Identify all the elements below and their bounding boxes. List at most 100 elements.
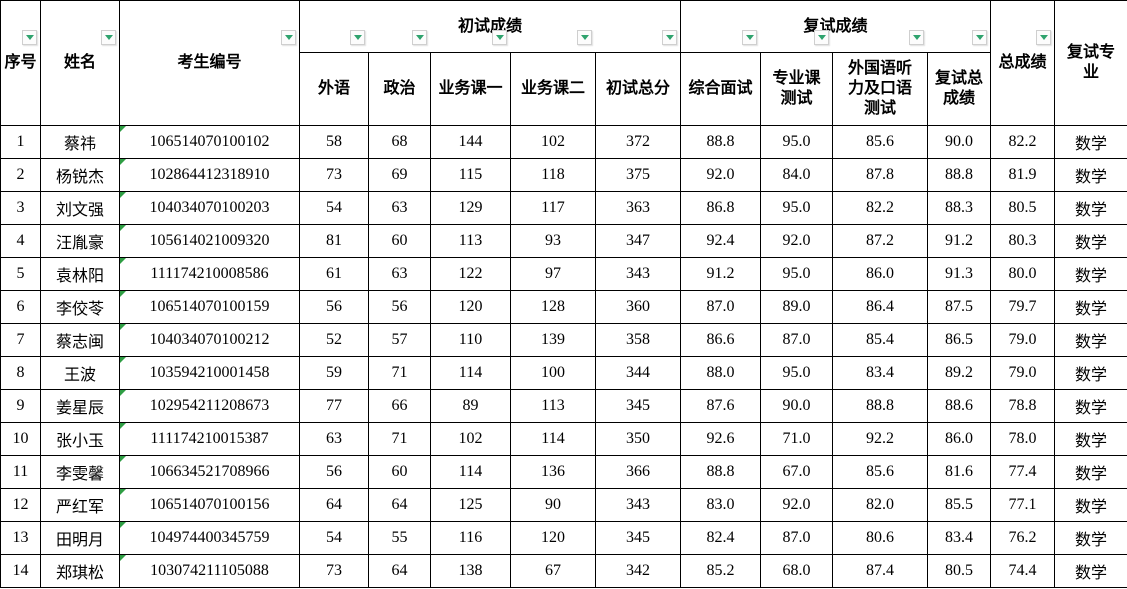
- cell-foreign-language[interactable]: 63: [299, 422, 369, 456]
- cell-course-one[interactable]: 115: [430, 158, 511, 192]
- cell-candidate-id[interactable]: 106514070100156: [119, 488, 300, 522]
- cell-listening-speaking-test[interactable]: 86.0: [832, 257, 929, 291]
- cell-comprehensive-interview[interactable]: 83.0: [680, 488, 762, 522]
- filter-dropdown-button[interactable]: [101, 30, 116, 45]
- cell-no[interactable]: 1: [0, 125, 41, 159]
- cell-listening-speaking-test[interactable]: 85.6: [832, 455, 929, 489]
- cell-foreign-language[interactable]: 58: [299, 125, 369, 159]
- cell-course-one[interactable]: 114: [430, 455, 511, 489]
- cell-preliminary-total[interactable]: 372: [594, 125, 682, 159]
- cell-name[interactable]: 李佼苓: [40, 290, 120, 324]
- cell-major-course-test[interactable]: 95.0: [760, 356, 834, 390]
- cell-major-course-test[interactable]: 87.0: [760, 323, 834, 357]
- cell-overall-score[interactable]: 74.4: [990, 554, 1056, 588]
- cell-politics[interactable]: 57: [368, 323, 431, 357]
- cell-candidate-id[interactable]: 105614021009320: [119, 224, 300, 258]
- filter-dropdown-button[interactable]: [281, 30, 296, 45]
- cell-retest-major[interactable]: 数学: [1054, 521, 1127, 555]
- cell-listening-speaking-test[interactable]: 85.6: [832, 125, 929, 159]
- cell-no[interactable]: 2: [0, 158, 41, 192]
- cell-comprehensive-interview[interactable]: 92.4: [680, 224, 762, 258]
- cell-course-two[interactable]: 100: [510, 356, 596, 390]
- cell-name[interactable]: 汪胤豪: [40, 224, 120, 258]
- cell-politics[interactable]: 63: [368, 257, 431, 291]
- cell-politics[interactable]: 71: [368, 422, 431, 456]
- cell-preliminary-total[interactable]: 343: [594, 257, 682, 291]
- cell-course-one[interactable]: 138: [430, 554, 511, 588]
- cell-listening-speaking-test[interactable]: 88.8: [832, 389, 929, 423]
- cell-course-one[interactable]: 110: [430, 323, 511, 357]
- cell-major-course-test[interactable]: 89.0: [760, 290, 834, 324]
- cell-foreign-language[interactable]: 77: [299, 389, 369, 423]
- cell-retest-major[interactable]: 数学: [1054, 224, 1127, 258]
- cell-no[interactable]: 6: [0, 290, 41, 324]
- cell-no[interactable]: 7: [0, 323, 41, 357]
- cell-preliminary-total[interactable]: 375: [594, 158, 682, 192]
- cell-foreign-language[interactable]: 81: [299, 224, 369, 258]
- cell-overall-score[interactable]: 80.5: [990, 191, 1056, 225]
- cell-overall-score[interactable]: 78.8: [990, 389, 1056, 423]
- cell-no[interactable]: 8: [0, 356, 41, 390]
- cell-overall-score[interactable]: 79.0: [990, 356, 1056, 390]
- cell-course-one[interactable]: 129: [430, 191, 511, 225]
- cell-retest-total[interactable]: 91.2: [927, 224, 992, 258]
- cell-overall-score[interactable]: 80.3: [990, 224, 1056, 258]
- cell-retest-total[interactable]: 86.0: [927, 422, 992, 456]
- cell-candidate-id[interactable]: 111174210008586: [119, 257, 300, 291]
- cell-retest-major[interactable]: 数学: [1054, 554, 1127, 588]
- cell-retest-total[interactable]: 88.3: [927, 191, 992, 225]
- cell-candidate-id[interactable]: 103594210001458: [119, 356, 300, 390]
- cell-politics[interactable]: 64: [368, 488, 431, 522]
- cell-listening-speaking-test[interactable]: 83.4: [832, 356, 929, 390]
- cell-course-one[interactable]: 102: [430, 422, 511, 456]
- filter-dropdown-button[interactable]: [742, 30, 757, 45]
- cell-foreign-language[interactable]: 52: [299, 323, 369, 357]
- cell-comprehensive-interview[interactable]: 87.6: [680, 389, 762, 423]
- cell-retest-total[interactable]: 88.6: [927, 389, 992, 423]
- cell-course-two[interactable]: 90: [510, 488, 596, 522]
- cell-major-course-test[interactable]: 90.0: [760, 389, 834, 423]
- cell-no[interactable]: 11: [0, 455, 41, 489]
- cell-comprehensive-interview[interactable]: 88.8: [680, 455, 762, 489]
- cell-course-one[interactable]: 114: [430, 356, 511, 390]
- cell-politics[interactable]: 69: [368, 158, 431, 192]
- cell-no[interactable]: 12: [0, 488, 41, 522]
- filter-dropdown-button[interactable]: [492, 30, 507, 45]
- cell-name[interactable]: 姜星辰: [40, 389, 120, 423]
- cell-name[interactable]: 杨锐杰: [40, 158, 120, 192]
- cell-name[interactable]: 张小玉: [40, 422, 120, 456]
- cell-name[interactable]: 郑琪松: [40, 554, 120, 588]
- cell-listening-speaking-test[interactable]: 87.2: [832, 224, 929, 258]
- cell-listening-speaking-test[interactable]: 85.4: [832, 323, 929, 357]
- cell-politics[interactable]: 63: [368, 191, 431, 225]
- cell-course-one[interactable]: 116: [430, 521, 511, 555]
- cell-retest-major[interactable]: 数学: [1054, 125, 1127, 159]
- cell-candidate-id[interactable]: 102864412318910: [119, 158, 300, 192]
- cell-major-course-test[interactable]: 95.0: [760, 257, 834, 291]
- cell-course-one[interactable]: 125: [430, 488, 511, 522]
- cell-name[interactable]: 田明月: [40, 521, 120, 555]
- cell-name[interactable]: 李雯馨: [40, 455, 120, 489]
- cell-preliminary-total[interactable]: 344: [594, 356, 682, 390]
- cell-retest-total[interactable]: 80.5: [927, 554, 992, 588]
- cell-course-one[interactable]: 113: [430, 224, 511, 258]
- cell-overall-score[interactable]: 80.0: [990, 257, 1056, 291]
- cell-no[interactable]: 4: [0, 224, 41, 258]
- cell-course-two[interactable]: 93: [510, 224, 596, 258]
- cell-course-one[interactable]: 144: [430, 125, 511, 159]
- cell-overall-score[interactable]: 79.7: [990, 290, 1056, 324]
- filter-dropdown-button[interactable]: [972, 30, 987, 45]
- cell-overall-score[interactable]: 81.9: [990, 158, 1056, 192]
- cell-course-two[interactable]: 139: [510, 323, 596, 357]
- cell-retest-major[interactable]: 数学: [1054, 290, 1127, 324]
- cell-retest-major[interactable]: 数学: [1054, 323, 1127, 357]
- cell-politics[interactable]: 64: [368, 554, 431, 588]
- cell-course-one[interactable]: 89: [430, 389, 511, 423]
- cell-overall-score[interactable]: 79.0: [990, 323, 1056, 357]
- cell-retest-major[interactable]: 数学: [1054, 356, 1127, 390]
- filter-dropdown-button[interactable]: [1036, 30, 1051, 45]
- cell-listening-speaking-test[interactable]: 80.6: [832, 521, 929, 555]
- cell-preliminary-total[interactable]: 342: [594, 554, 682, 588]
- cell-politics[interactable]: 60: [368, 455, 431, 489]
- filter-dropdown-button[interactable]: [814, 30, 829, 45]
